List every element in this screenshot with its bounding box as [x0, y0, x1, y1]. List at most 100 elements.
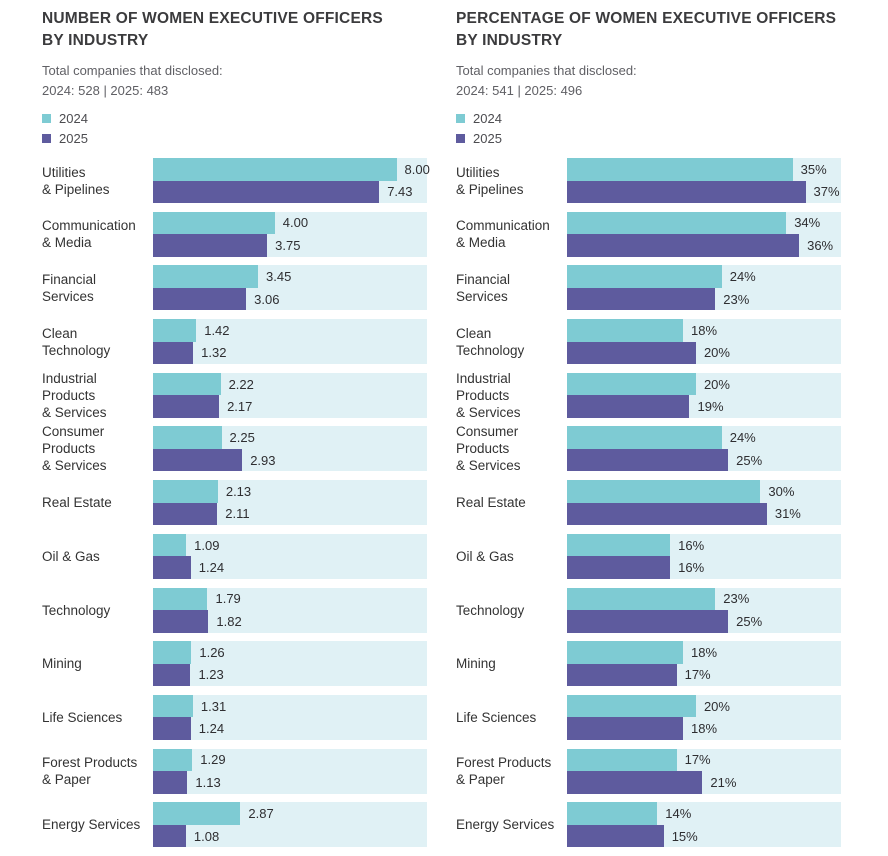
bar-line-2024: 1.42: [153, 319, 427, 342]
legend: 2024 2025: [42, 108, 427, 148]
bar-line-2024: 2.87: [153, 802, 427, 825]
industry-row: Technology 1.79 1.82: [42, 587, 427, 633]
industry-row: Consumer Products & Services 2.25 2.93: [42, 424, 427, 474]
bar-2025: [567, 610, 729, 633]
bar-track: 2.13 2.11: [153, 480, 427, 526]
industry-row: Industrial Products & Services 20% 19%: [456, 371, 841, 420]
bar-2024: [153, 802, 241, 825]
industry-label: Mining: [456, 656, 496, 672]
bar-value-2025: 7.43: [387, 184, 413, 200]
bar-track: 17% 21%: [567, 748, 841, 794]
bar-track: 20% 19%: [567, 372, 841, 418]
bar-track: 20% 18%: [567, 694, 841, 740]
bar-2024: [567, 426, 722, 449]
bar-2025: [567, 771, 703, 794]
bar-2025: [153, 341, 194, 365]
industry-row: Communication & Media 4.00 3.75: [42, 211, 427, 257]
bar-value-2024: 23%: [723, 591, 750, 607]
bar-line-2024: 18%: [567, 319, 841, 342]
bar-value-2025: 21%: [710, 774, 737, 790]
legend-swatch-2025: [42, 133, 51, 143]
bar-line-2024: 4.00: [153, 211, 427, 235]
industry-row: Forest Products & Paper 1.29 1.13: [42, 748, 427, 794]
legend-swatch-2024: [456, 113, 465, 123]
legend-swatch-2024: [42, 113, 51, 123]
bar-track: 1.09 1.24: [153, 533, 427, 579]
bar-line-2024: 2.25: [153, 426, 427, 449]
bar-value-2025: 1.32: [201, 345, 227, 361]
legend: 2024 2025: [456, 108, 841, 148]
bar-2024: [153, 265, 259, 288]
bar-value-2024: 2.25: [229, 430, 255, 446]
bar-line-2024: 1.29: [153, 748, 427, 772]
number-chart: NUMBER OF WOMEN EXECUTIVE OFFICERS BY IN…: [42, 0, 430, 848]
legend-label-2025: 2025: [59, 130, 88, 146]
industry-label: Life Sciences: [42, 709, 123, 725]
bar-track: 1.29 1.13: [153, 748, 427, 794]
bar-value-2024: 18%: [691, 644, 718, 660]
bar-value-2025: 1.24: [198, 560, 225, 576]
bar-2024: [153, 372, 221, 396]
bar-value-2025: 2.11: [225, 506, 250, 522]
bar-track: 24% 25%: [567, 426, 841, 472]
bar-value-2024: 17%: [684, 752, 711, 768]
bar-value-2025: 16%: [678, 560, 705, 576]
industry-label: Consumer Products & Services: [42, 424, 107, 474]
bar-value-2024: 8.00: [404, 161, 430, 177]
industry-row: Utilities & Pipelines 8.00 7.43: [42, 158, 430, 203]
bar-2025: [567, 502, 767, 526]
bar-line-2024: 3.45: [153, 265, 427, 288]
bar-value-2025: 31%: [774, 506, 801, 522]
industry-label: Real Estate: [42, 495, 112, 511]
bar-2025: [153, 556, 191, 579]
bar-line-2025: 36%: [567, 234, 841, 257]
bar-track: 34% 36%: [567, 211, 841, 257]
bar-2024: [567, 748, 677, 772]
bar-value-2025: 20%: [703, 345, 730, 361]
bar-2024: [153, 641, 192, 664]
bar-2024: [567, 211, 787, 235]
bar-2025: [153, 771, 188, 794]
bar-2025: [153, 502, 218, 526]
industry-label: Technology: [456, 602, 525, 618]
bar-2024: [567, 265, 722, 288]
bar-line-2025: 3.06: [153, 287, 427, 311]
bar-line-2025: 1.08: [153, 824, 427, 848]
bar-2024: [153, 480, 218, 503]
bar-track: 16% 16%: [567, 533, 841, 579]
disclosed-caption: Total companies that disclosed:: [42, 63, 223, 78]
bar-line-2024: 2.22: [153, 372, 427, 396]
bar-track: 1.42 1.32: [153, 319, 427, 365]
bar-track: 1.31 1.24: [153, 694, 427, 740]
legend-swatch-2025: [456, 133, 465, 143]
industry-row: Financial Services 3.45 3.06: [42, 265, 427, 311]
bar-value-2024: 1.29: [200, 752, 226, 768]
bar-line-2025: 17%: [567, 663, 841, 687]
bar-track: 18% 17%: [567, 641, 841, 687]
bar-2025: [567, 824, 664, 848]
bar-line-2025: 3.75: [153, 234, 427, 257]
industry-row: Energy Services 2.87 1.08: [42, 802, 427, 848]
bar-track: 14% 15%: [567, 802, 841, 848]
industry-label: Utilities & Pipelines: [42, 164, 110, 197]
bar-line-2024: 2.13: [153, 480, 427, 503]
bar-line-2025: 2.17: [153, 395, 427, 418]
bars-area: Utilities & Pipelines 35% 37% Communicat…: [456, 158, 841, 856]
bar-line-2025: 1.24: [153, 717, 427, 740]
bar-value-2024: 2.87: [248, 806, 274, 821]
disclosed-caption: Total companies that disclosed:: [456, 63, 637, 78]
industry-row: Communication & Media 34% 36%: [456, 211, 841, 257]
bar-value-2025: 3.75: [275, 237, 301, 253]
legend-item-2024: 2024: [42, 108, 427, 128]
bar-value-2025: 18%: [691, 721, 718, 737]
bar-line-2024: 18%: [567, 641, 841, 664]
bar-track: 4.00 3.75: [153, 211, 427, 257]
industry-label: Mining: [42, 656, 82, 672]
bar-value-2025: 2.93: [250, 452, 276, 468]
bar-2024: [567, 694, 696, 718]
industry-label: Clean Technology: [42, 325, 111, 358]
bar-value-2024: 2.22: [228, 376, 254, 392]
legend-label-2024: 2024: [59, 110, 88, 126]
bar-2025: [567, 663, 677, 687]
bar-2025: [153, 287, 247, 311]
